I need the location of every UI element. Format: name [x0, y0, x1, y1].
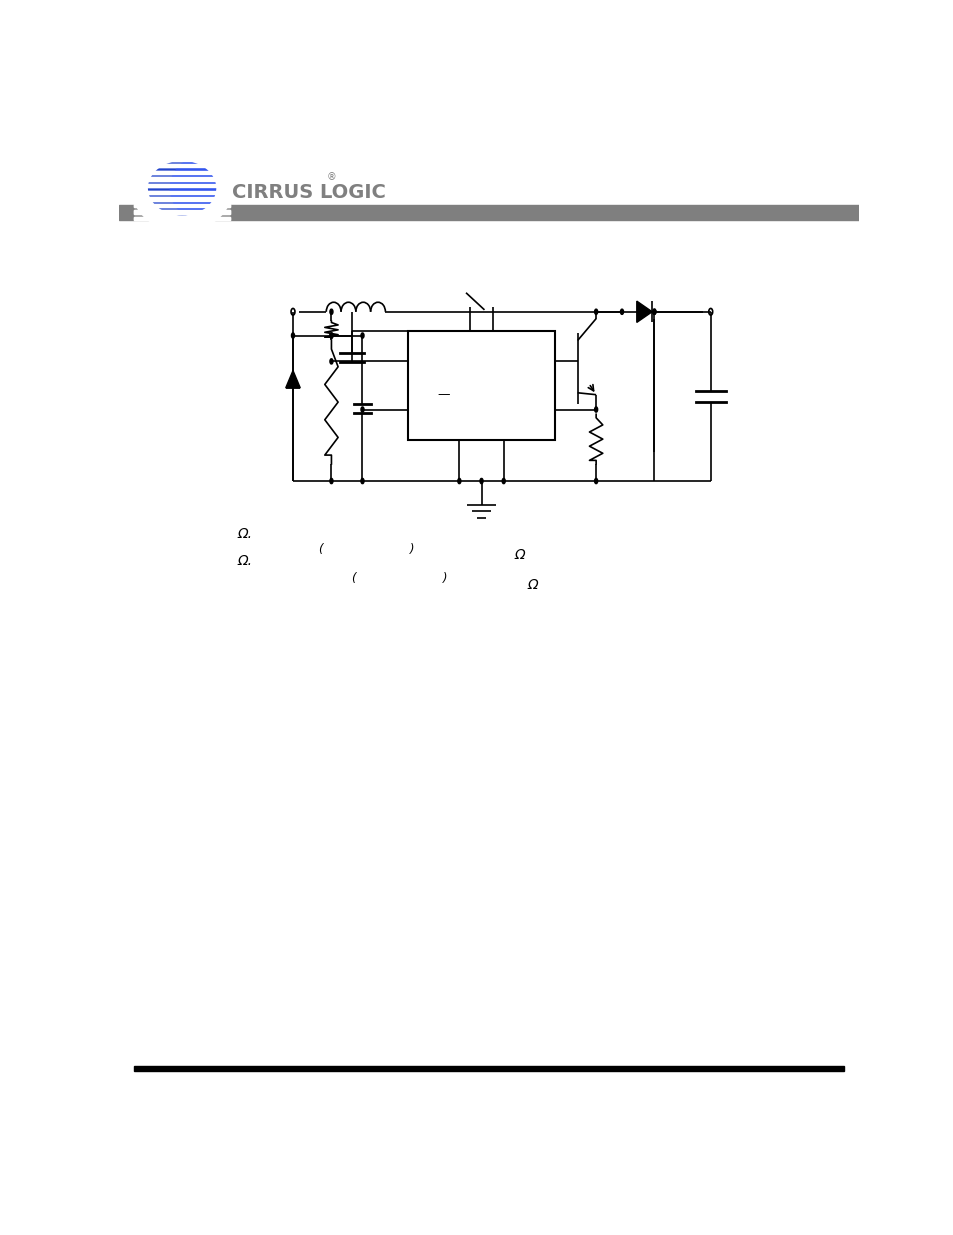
- Ellipse shape: [360, 333, 364, 338]
- Text: —: —: [436, 389, 449, 401]
- Bar: [133, 210, 230, 214]
- Bar: [133, 198, 230, 200]
- Bar: [133, 170, 230, 174]
- Bar: [133, 164, 230, 167]
- Ellipse shape: [360, 478, 364, 484]
- Bar: [133, 217, 230, 221]
- Bar: [133, 164, 230, 167]
- Text: (                       ): ( ): [352, 572, 447, 584]
- Ellipse shape: [330, 359, 333, 364]
- Bar: [133, 190, 230, 194]
- Text: Ω.: Ω.: [237, 555, 253, 568]
- Ellipse shape: [330, 309, 333, 315]
- Polygon shape: [637, 301, 652, 322]
- Bar: [133, 198, 230, 200]
- Bar: [133, 157, 230, 161]
- Ellipse shape: [594, 309, 597, 315]
- Bar: [119, 205, 858, 221]
- Text: Ω: Ω: [515, 548, 525, 562]
- Bar: [133, 151, 230, 154]
- FancyBboxPatch shape: [407, 331, 555, 440]
- Ellipse shape: [330, 478, 333, 484]
- Text: ®: ®: [327, 172, 336, 182]
- Ellipse shape: [652, 309, 656, 315]
- Ellipse shape: [479, 478, 482, 484]
- Bar: [133, 1066, 842, 1071]
- Bar: [133, 177, 230, 180]
- Bar: [133, 217, 230, 221]
- Bar: [133, 157, 230, 161]
- Ellipse shape: [330, 333, 333, 338]
- Ellipse shape: [652, 309, 656, 315]
- Ellipse shape: [619, 309, 623, 315]
- Bar: [133, 184, 230, 188]
- Ellipse shape: [594, 478, 597, 484]
- Bar: [133, 177, 230, 180]
- Ellipse shape: [292, 333, 294, 338]
- Ellipse shape: [594, 406, 597, 412]
- Polygon shape: [286, 370, 300, 388]
- Bar: [133, 204, 230, 207]
- Bar: [133, 151, 230, 154]
- Ellipse shape: [360, 406, 364, 412]
- Text: Ω.: Ω.: [237, 527, 253, 541]
- Text: Ω: Ω: [527, 578, 537, 592]
- Text: (                       ): ( ): [318, 543, 414, 556]
- Bar: [133, 210, 230, 214]
- Bar: [133, 204, 230, 207]
- Ellipse shape: [170, 157, 231, 219]
- Ellipse shape: [501, 478, 505, 484]
- Bar: [133, 170, 230, 174]
- Ellipse shape: [457, 478, 460, 484]
- Ellipse shape: [139, 152, 224, 224]
- Ellipse shape: [330, 333, 333, 338]
- Text: CIRRUS LOGIC: CIRRUS LOGIC: [233, 183, 386, 203]
- Bar: [133, 184, 230, 188]
- Bar: [133, 190, 230, 194]
